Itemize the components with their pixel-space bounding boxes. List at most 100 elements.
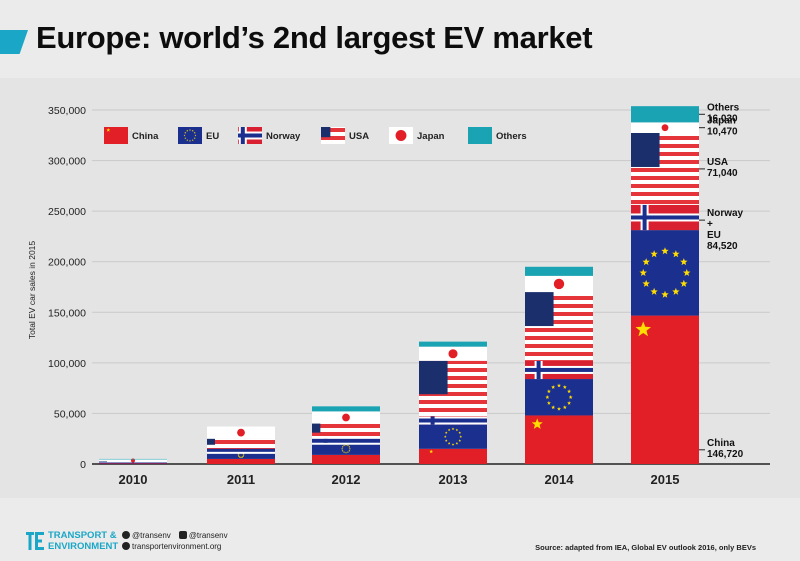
segment-usa: [312, 423, 380, 439]
star-icon: [348, 447, 351, 450]
segment-others: [312, 406, 380, 412]
segment-others: [631, 106, 699, 123]
y-tick-label: 0: [80, 459, 86, 471]
footer: [0, 520, 800, 561]
twitter-link[interactable]: @transenv: [122, 530, 171, 541]
bar-2010: [99, 458, 167, 464]
star-icon: [341, 447, 344, 450]
annotation-text: USA: [707, 157, 728, 168]
annotation-text: 84,520: [707, 241, 738, 252]
star-icon: [562, 385, 567, 389]
page-title: Europe: world’s 2nd largest EV market: [36, 20, 593, 55]
facebook-link[interactable]: @transenv: [178, 530, 228, 541]
star-icon: [546, 401, 551, 405]
annotation-text: China: [707, 438, 735, 449]
y-tick-label: 100,000: [48, 358, 86, 370]
star-icon: [184, 137, 187, 139]
usa-canton: [419, 360, 448, 395]
star-icon: [567, 389, 572, 394]
legend-label: China: [132, 131, 159, 142]
annotation-text: 16,030: [707, 113, 738, 124]
facebook-icon: [178, 531, 187, 539]
y-tick-label: 50,000: [54, 408, 86, 420]
star-icon: [191, 139, 194, 141]
usa-canton: [312, 423, 321, 433]
website-link[interactable]: transportenvironment.org: [122, 541, 221, 552]
annotation-text: 10,470: [707, 127, 738, 138]
star-icon: [672, 250, 680, 258]
star-icon: [459, 435, 463, 438]
y-tick-label: 250,000: [48, 206, 86, 218]
star-icon: [650, 287, 658, 295]
star-icon: [347, 444, 349, 447]
segment-eu: [312, 442, 380, 455]
segment-china: [312, 454, 380, 464]
star-icon: [672, 287, 680, 295]
star-icon: [341, 449, 344, 452]
website-url: transportenvironment.org: [132, 542, 222, 551]
legend-item-eu: EU: [178, 127, 219, 144]
org-name-line2: ENVIRONMENT: [48, 541, 119, 552]
bar-2012: [312, 406, 380, 464]
twitter-handle: @transenv: [132, 531, 171, 540]
annotation-text: EU: [707, 230, 721, 241]
usa-canton: [321, 127, 331, 138]
star-icon: [635, 321, 651, 337]
star-icon: [458, 439, 462, 442]
star-icon: [106, 128, 111, 132]
star-icon: [680, 258, 688, 266]
star-icon: [186, 129, 189, 132]
segment-china: [104, 127, 128, 144]
legend-item-china: China: [104, 127, 159, 144]
star-icon: [242, 453, 245, 456]
legend-item-usa: USA: [321, 127, 369, 144]
header-band: [0, 0, 800, 78]
star-icon: [683, 268, 691, 276]
star-icon: [650, 250, 658, 258]
star-icon: [639, 268, 647, 276]
star-icon: [348, 449, 351, 452]
star-icon: [546, 389, 551, 394]
japan-sun: [395, 130, 407, 141]
legend-label: USA: [349, 131, 369, 142]
segment-others: [99, 458, 167, 460]
y-tick-label: 150,000: [48, 307, 86, 319]
star-icon: [447, 428, 451, 432]
star-icon: [531, 418, 543, 429]
segment-china: [419, 448, 487, 464]
bar-2013: [419, 341, 487, 464]
y-tick-label: 200,000: [48, 257, 86, 269]
bar-2015: [631, 106, 699, 464]
star-icon: [455, 442, 459, 445]
segment-eu: [178, 127, 202, 144]
star-icon: [567, 401, 572, 405]
star-icon: [241, 456, 244, 458]
star-icon: [642, 279, 650, 287]
annotation-text: Japan: [707, 116, 736, 127]
star-icon: [193, 131, 196, 134]
star-icon: [242, 455, 245, 457]
star-icon: [186, 139, 189, 141]
japan-sun: [237, 428, 245, 437]
annotation-text: 146,720: [707, 449, 744, 460]
star-icon: [191, 129, 194, 132]
star-icon: [189, 129, 191, 131]
segment-others: [468, 127, 492, 144]
x-tick-label: 2011: [227, 472, 255, 487]
star-icon: [343, 444, 345, 447]
star-icon: [458, 431, 462, 434]
star-icon: [680, 279, 688, 287]
star-icon: [443, 435, 447, 438]
star-icon: [429, 449, 434, 454]
legend-item-japan: Japan: [389, 127, 445, 144]
star-icon: [557, 406, 561, 411]
bar-2014: [525, 266, 593, 464]
facebook-handle: @transenv: [188, 531, 228, 540]
star-icon: [447, 442, 451, 445]
annotation-text: Others: [707, 102, 740, 113]
star-icon: [238, 456, 241, 458]
star-icon: [451, 427, 455, 431]
segment-eu: [207, 450, 275, 459]
